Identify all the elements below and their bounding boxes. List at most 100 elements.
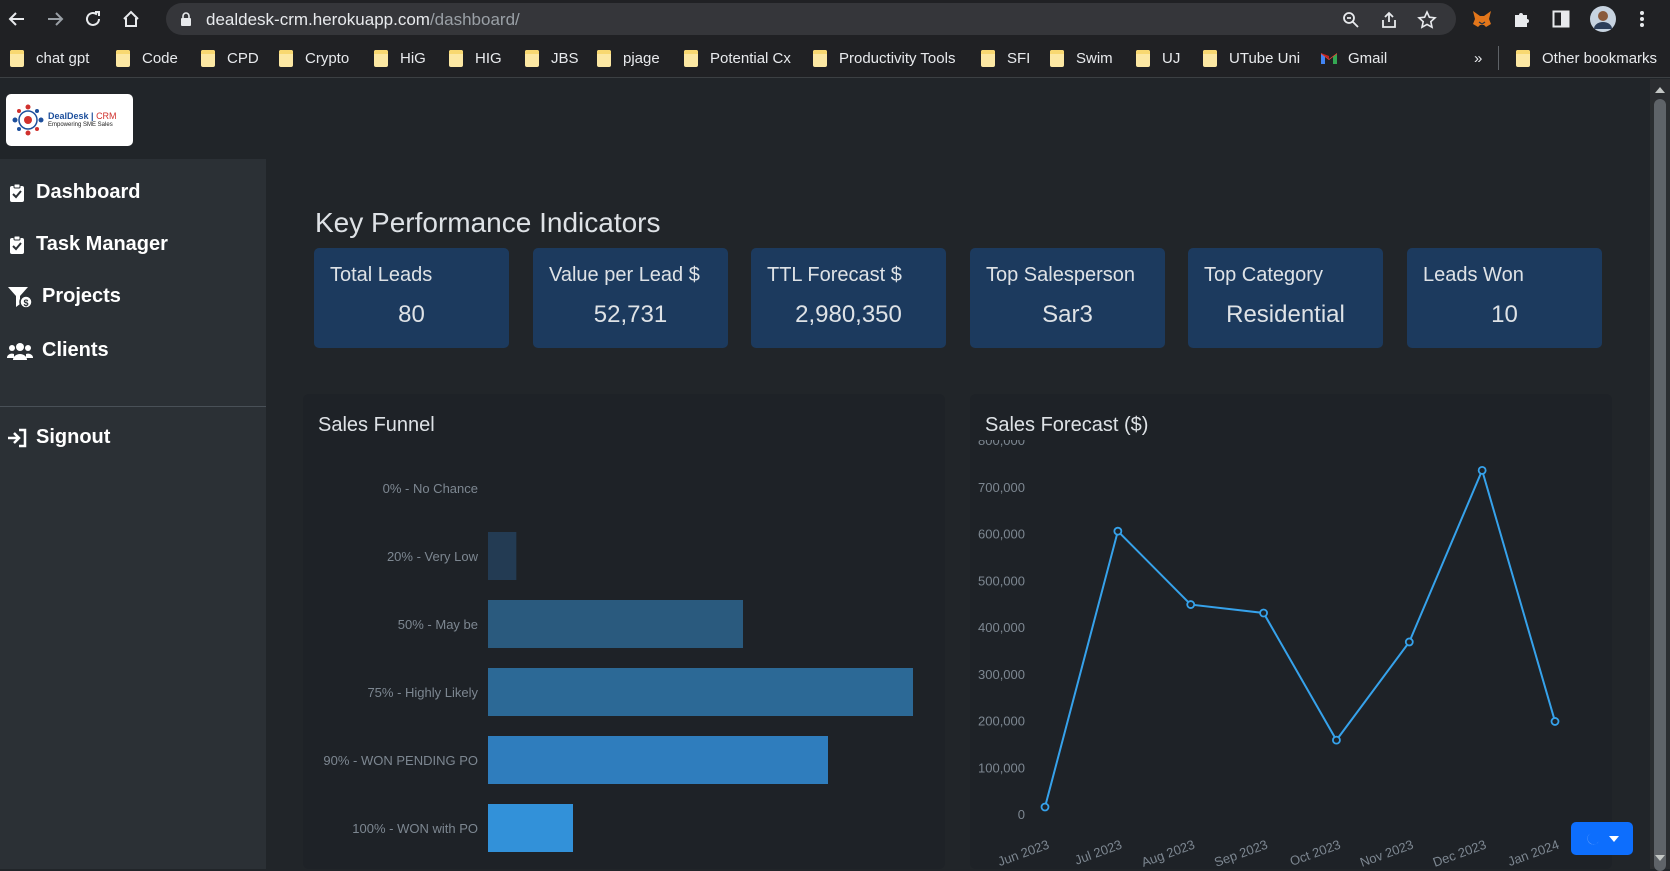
bookmark-gmail[interactable]: Gmail xyxy=(1320,48,1387,68)
forward-arrow-icon[interactable] xyxy=(42,6,68,32)
y-tick-label: 0 xyxy=(1018,807,1025,822)
forecast-point[interactable] xyxy=(1404,637,1414,647)
bookmark-folder[interactable]: Potential Cx xyxy=(684,48,791,68)
funnel-bar[interactable] xyxy=(488,532,517,580)
bookmark-folder[interactable]: CPD xyxy=(201,48,259,68)
bookmark-folder[interactable]: pjage xyxy=(597,48,660,68)
sidebar-divider xyxy=(0,406,266,407)
browser-toolbar: dealdesk-crm.herokuapp.com/dashboard/ xyxy=(0,0,1670,38)
folder-icon xyxy=(1136,49,1150,67)
bookmark-folder[interactable]: Swim xyxy=(1050,48,1113,68)
clipboard-check-icon xyxy=(6,182,28,204)
zoom-icon[interactable] xyxy=(1340,9,1362,31)
bookmark-folder[interactable]: UTube Uni xyxy=(1203,48,1300,68)
profile-avatar-icon[interactable] xyxy=(1589,5,1617,33)
scroll-up-arrow-icon[interactable] xyxy=(1655,87,1665,93)
sidebar-item-task-manager[interactable]: Task Manager xyxy=(6,233,168,256)
kpi-card-total-leads: Total Leads 80 xyxy=(314,248,509,348)
y-tick-label: 300,000 xyxy=(978,667,1025,682)
funnel-category-label: 100% - WON with PO xyxy=(352,821,478,836)
forecast-line xyxy=(1044,467,1556,808)
bookmark-folder[interactable]: Code xyxy=(116,48,178,68)
bookmark-folder[interactable]: SFI xyxy=(981,48,1030,68)
app-header xyxy=(0,79,1650,159)
kpi-card-ttl-forecast: TTL Forecast $ 2,980,350 xyxy=(751,248,946,348)
folder-icon xyxy=(116,49,130,67)
sales-funnel-title: Sales Funnel xyxy=(318,414,435,436)
kpi-label: TTL Forecast $ xyxy=(767,264,902,286)
extensions-puzzle-icon[interactable] xyxy=(1509,7,1533,31)
bookmark-folder[interactable]: Productivity Tools xyxy=(813,48,955,68)
forecast-point[interactable] xyxy=(1040,802,1050,812)
moon-icon xyxy=(1587,832,1599,845)
bookmark-folder[interactable]: JBS xyxy=(525,48,579,68)
bookmark-folder[interactable]: HIG xyxy=(449,48,502,68)
share-icon[interactable] xyxy=(1378,9,1400,31)
y-tick-label: 100,000 xyxy=(978,760,1025,775)
forecast-point[interactable] xyxy=(1550,717,1560,726)
funnel-bar[interactable] xyxy=(488,736,828,784)
home-icon[interactable] xyxy=(118,6,144,32)
bookmark-folder[interactable]: UJ xyxy=(1136,48,1180,68)
kpi-value: Sar3 xyxy=(1042,301,1093,328)
funnel-bar[interactable] xyxy=(488,668,913,716)
forecast-point[interactable] xyxy=(1259,608,1268,618)
kpi-card-value-per-lead: Value per Lead $ 52,731 xyxy=(533,248,728,348)
x-tick-label: Nov 2023 xyxy=(1358,837,1415,869)
kpi-card-leads-won: Leads Won 10 xyxy=(1407,248,1602,348)
theme-toggle-button[interactable] xyxy=(1571,822,1633,855)
x-tick-label: Jul 2023 xyxy=(1073,837,1124,868)
sales-forecast-panel xyxy=(970,394,1612,869)
page-scrollbar[interactable] xyxy=(1650,79,1670,871)
x-tick-label: Dec 2023 xyxy=(1431,837,1488,869)
dealdesk-logo[interactable]: DealDesk | CRM Empowering SME Sales xyxy=(6,94,133,146)
x-tick-label: Aug 2023 xyxy=(1139,837,1196,869)
scroll-thumb[interactable] xyxy=(1654,99,1666,871)
funnel-bar[interactable] xyxy=(488,804,573,852)
sidebar-item-projects[interactable]: $ Projects xyxy=(6,285,121,308)
clipboard-check-icon xyxy=(6,234,28,256)
forecast-point[interactable] xyxy=(1113,526,1123,536)
x-tick-label: Sep 2023 xyxy=(1212,837,1269,869)
y-tick-label: 400,000 xyxy=(978,620,1025,635)
side-panel-icon[interactable] xyxy=(1549,7,1573,31)
address-bar[interactable]: dealdesk-crm.herokuapp.com/dashboard/ xyxy=(166,3,1456,35)
network-logo-icon xyxy=(12,104,44,136)
y-tick-label: 800,000 xyxy=(978,440,1025,448)
bookmark-folder[interactable]: Crypto xyxy=(279,48,349,68)
forecast-point[interactable] xyxy=(1186,600,1196,609)
sidebar: Dashboard Task Manager $ Projects Client… xyxy=(0,159,266,869)
reload-icon[interactable] xyxy=(80,6,106,32)
forecast-point[interactable] xyxy=(1332,735,1341,745)
scroll-down-arrow-icon[interactable] xyxy=(1655,855,1665,861)
sidebar-item-clients[interactable]: Clients xyxy=(6,339,109,362)
funnel-category-label: 50% - May be xyxy=(398,617,478,632)
folder-icon xyxy=(374,49,388,67)
logo-text: DealDesk | CRM Empowering SME Sales xyxy=(48,110,117,128)
page-title: Key Performance Indicators xyxy=(315,207,661,238)
bookmark-folder[interactable]: HiG xyxy=(374,48,426,68)
kpi-label: Leads Won xyxy=(1423,264,1524,286)
kebab-menu-icon[interactable] xyxy=(1630,7,1654,31)
kpi-value: 52,731 xyxy=(593,301,668,328)
folder-icon xyxy=(813,49,827,67)
forecast-point[interactable] xyxy=(1477,465,1487,475)
more-bookmarks-chevron[interactable]: » xyxy=(1474,49,1483,67)
sign-in-icon xyxy=(6,427,28,449)
metamask-fox-icon[interactable] xyxy=(1470,7,1494,31)
bookmark-folder[interactable]: chat gpt xyxy=(10,48,89,68)
folder-icon xyxy=(1050,49,1064,67)
back-arrow-icon[interactable] xyxy=(4,6,30,32)
other-bookmarks-folder[interactable]: Other bookmarks xyxy=(1516,48,1657,68)
bookmarks-bar: chat gpt Code CPD Crypto HiG HIG JBS pja… xyxy=(0,38,1670,78)
lock-icon xyxy=(181,12,191,26)
y-tick-label: 600,000 xyxy=(978,527,1025,542)
folder-icon xyxy=(597,49,611,67)
svg-text:$: $ xyxy=(23,298,28,308)
star-icon[interactable] xyxy=(1416,9,1438,31)
y-tick-label: 200,000 xyxy=(978,714,1025,729)
funnel-category-label: 20% - Very Low xyxy=(387,549,479,564)
sidebar-item-signout[interactable]: Signout xyxy=(6,426,110,449)
funnel-bar[interactable] xyxy=(488,600,743,648)
sidebar-item-dashboard[interactable]: Dashboard xyxy=(6,181,140,204)
